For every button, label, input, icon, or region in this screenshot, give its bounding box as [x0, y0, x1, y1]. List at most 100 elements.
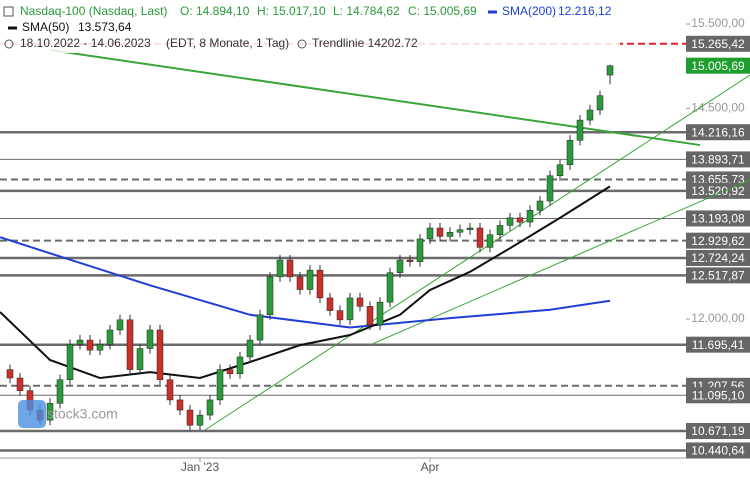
trendline — [204, 74, 750, 431]
candle-body — [176, 399, 184, 411]
candle-body — [546, 175, 554, 202]
y-tick-label: 15.500,00 — [691, 16, 745, 30]
level-label: 13.193,08 — [691, 212, 745, 226]
candle-body — [606, 65, 614, 76]
candle-body — [426, 227, 434, 240]
sma-line — [0, 236, 611, 329]
candle-body — [246, 339, 254, 358]
level-box — [686, 35, 750, 52]
date-range: 18.10.2022 - 14.06.2023 — [20, 36, 151, 50]
candle-body — [146, 329, 154, 349]
level-box — [686, 232, 750, 249]
candle-body — [136, 348, 144, 370]
candle-body — [496, 225, 504, 235]
sma-line — [0, 185, 611, 380]
level-box — [686, 423, 750, 440]
level-box — [686, 267, 750, 284]
x-tick-label: Jan '23 — [181, 460, 220, 474]
candle-body — [116, 319, 124, 331]
level-box — [686, 210, 750, 227]
watermark-text: stock3.com — [47, 406, 118, 422]
candle-body — [416, 238, 424, 262]
candle-body — [66, 344, 74, 380]
candle-body — [396, 259, 404, 273]
ohlc: L: 14.784,62 — [333, 4, 400, 18]
candle-body — [376, 301, 384, 326]
meta: (EDT, 8 Monate, 1 Tag) — [166, 36, 289, 50]
level-label: 12.929,62 — [691, 234, 745, 248]
level-box — [686, 387, 750, 404]
candle-body — [266, 276, 274, 316]
candle-body — [6, 369, 14, 379]
candle-body — [216, 369, 224, 401]
trendline-label: Trendlinie 14202.72 — [312, 36, 418, 50]
candle-body — [466, 227, 474, 230]
candle-body — [256, 314, 264, 341]
header-bg — [0, 3, 620, 53]
ohlc: C: 15.005,69 — [408, 4, 477, 18]
candle-body — [596, 95, 604, 111]
level-box — [686, 336, 750, 353]
candle-body — [436, 227, 444, 237]
level-box — [686, 151, 750, 168]
x-tick-label: Apr — [421, 460, 440, 474]
candle-body — [126, 319, 134, 370]
level-box — [686, 249, 750, 266]
level-label: 13.893,71 — [691, 153, 745, 167]
candle-body — [456, 229, 464, 233]
candle-body — [446, 231, 454, 237]
candle-body — [276, 259, 284, 278]
level-label: 15.005,69 — [691, 59, 745, 73]
ohlc: H: 15.017,10 — [257, 4, 326, 18]
candle-body — [226, 369, 234, 375]
icon — [297, 39, 307, 49]
trendline — [369, 179, 750, 346]
y-tick-label: 12.000,00 — [691, 311, 745, 325]
candle-body — [486, 234, 494, 248]
legend-name: SMA(50) — [22, 20, 69, 34]
candle-body — [96, 344, 104, 351]
candle-body — [186, 409, 194, 426]
candle-body — [506, 217, 514, 226]
level-label: 10.671,19 — [691, 424, 745, 438]
candle-body — [296, 276, 304, 290]
candle-body — [336, 310, 344, 321]
candle-body — [16, 377, 24, 391]
header: Nasdaq-100 (Nasdaq, Last) O: 14.894,10 H… — [0, 3, 620, 53]
candle-body — [156, 329, 164, 380]
level-label: 14.216,16 — [691, 125, 745, 139]
candle-body — [316, 269, 324, 299]
level-label: 15.265,42 — [691, 37, 745, 51]
candle-body — [526, 210, 534, 223]
candle-body — [586, 109, 594, 121]
level-label: 12.724,24 — [691, 251, 745, 265]
ohlc: O: 14.894,10 — [180, 4, 250, 18]
candle-body — [346, 297, 354, 321]
watermark: stock3.com — [18, 400, 118, 428]
legend-name: SMA(200) — [502, 4, 556, 18]
candle-body — [366, 306, 374, 326]
level-label: 10.440,64 — [691, 444, 745, 458]
logo — [18, 400, 46, 428]
candle-body — [356, 297, 364, 307]
candle-body — [306, 269, 314, 290]
candle-body — [476, 227, 484, 248]
instrument: Nasdaq-100 (Nasdaq, Last) — [20, 4, 167, 18]
candle-body — [536, 200, 544, 211]
legend-value: 12.216,12 — [558, 4, 612, 18]
level-label: 12.517,87 — [691, 269, 745, 283]
candle-body — [326, 297, 334, 311]
icon — [4, 39, 14, 49]
candle-body — [56, 379, 64, 404]
candle-body — [86, 339, 94, 351]
candle-body — [206, 399, 214, 416]
level-box — [686, 442, 750, 459]
legend-value: 13.573,64 — [78, 20, 132, 34]
candle-body — [286, 259, 294, 278]
candle-body — [196, 414, 204, 426]
candle-body — [516, 217, 524, 223]
candle-body — [166, 379, 174, 401]
candle-body — [46, 403, 54, 421]
icon — [3, 6, 14, 17]
